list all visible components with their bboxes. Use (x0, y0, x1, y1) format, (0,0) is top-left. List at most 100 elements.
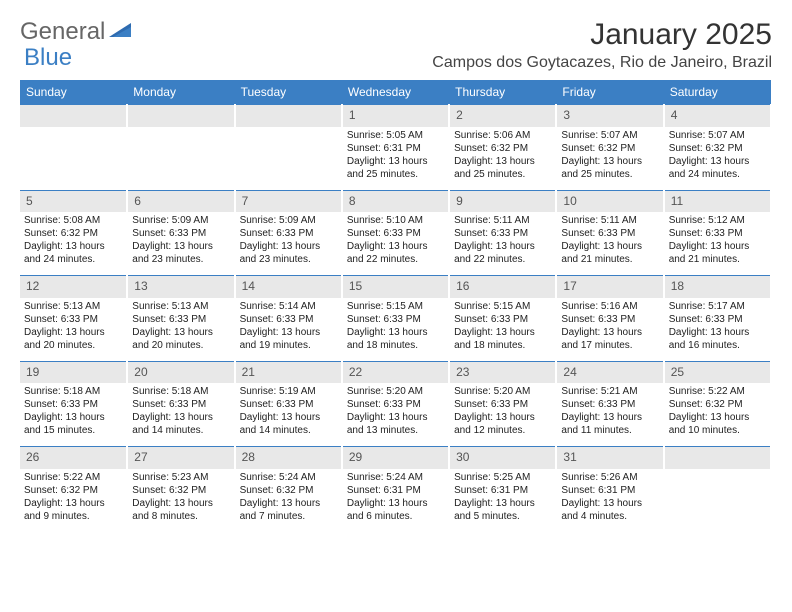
daylight-line2: and 13 minutes. (347, 424, 444, 437)
daylight-line2: and 18 minutes. (454, 339, 551, 352)
daylight-line1: Daylight: 13 hours (454, 411, 551, 424)
sunset-text: Sunset: 6:32 PM (24, 484, 122, 497)
daylight-line1: Daylight: 13 hours (132, 497, 229, 510)
sunset-text: Sunset: 6:33 PM (347, 398, 444, 411)
day-body: Sunrise: 5:22 AMSunset: 6:32 PMDaylight:… (20, 469, 126, 529)
day-number: 4 (665, 104, 770, 127)
sunset-text: Sunset: 6:33 PM (132, 227, 229, 240)
day-number: 30 (450, 446, 555, 469)
sunrise-text: Sunrise: 5:19 AM (240, 385, 337, 398)
day-number: 23 (450, 361, 555, 384)
sunrise-text: Sunrise: 5:05 AM (347, 129, 444, 142)
sunrise-text: Sunrise: 5:21 AM (561, 385, 658, 398)
title-block: January 2025 Campos dos Goytacazes, Rio … (432, 18, 772, 72)
calendar-cell: 2Sunrise: 5:06 AMSunset: 6:32 PMDaylight… (449, 104, 556, 188)
sunset-text: Sunset: 6:32 PM (132, 484, 229, 497)
calendar-table: SundayMondayTuesdayWednesdayThursdayFrid… (20, 80, 772, 532)
calendar-cell: 1Sunrise: 5:05 AMSunset: 6:31 PMDaylight… (342, 104, 449, 188)
weekday-header: Friday (556, 80, 663, 104)
calendar-cell: 30Sunrise: 5:25 AMSunset: 6:31 PMDayligh… (449, 445, 556, 531)
daylight-line2: and 15 minutes. (24, 424, 122, 437)
daylight-line2: and 9 minutes. (24, 510, 122, 523)
day-body: Sunrise: 5:22 AMSunset: 6:32 PMDaylight:… (665, 383, 770, 443)
calendar-cell: 17Sunrise: 5:16 AMSunset: 6:33 PMDayligh… (556, 274, 663, 360)
day-number: 20 (128, 361, 233, 384)
calendar-cell (235, 104, 342, 188)
day-number: 25 (665, 361, 770, 384)
day-body-empty (128, 127, 233, 187)
sunrise-text: Sunrise: 5:09 AM (132, 214, 229, 227)
sunrise-text: Sunrise: 5:16 AM (561, 300, 658, 313)
daylight-line1: Daylight: 13 hours (24, 240, 122, 253)
calendar-cell: 14Sunrise: 5:14 AMSunset: 6:33 PMDayligh… (235, 274, 342, 360)
daylight-line1: Daylight: 13 hours (561, 326, 658, 339)
daylight-line2: and 4 minutes. (561, 510, 658, 523)
day-number: 3 (557, 104, 662, 127)
day-number: 8 (343, 190, 448, 213)
sunset-text: Sunset: 6:33 PM (561, 227, 658, 240)
day-number: 13 (128, 275, 233, 298)
daylight-line1: Daylight: 13 hours (24, 497, 122, 510)
logo-line2-wrap: Blue (22, 44, 72, 72)
sunrise-text: Sunrise: 5:24 AM (240, 471, 337, 484)
calendar-cell: 19Sunrise: 5:18 AMSunset: 6:33 PMDayligh… (20, 359, 127, 445)
sunrise-text: Sunrise: 5:26 AM (561, 471, 658, 484)
calendar-body: 1Sunrise: 5:05 AMSunset: 6:31 PMDaylight… (20, 104, 771, 530)
sunset-text: Sunset: 6:32 PM (669, 142, 766, 155)
day-body: Sunrise: 5:12 AMSunset: 6:33 PMDaylight:… (665, 212, 770, 272)
calendar-cell: 4Sunrise: 5:07 AMSunset: 6:32 PMDaylight… (664, 104, 771, 188)
sunset-text: Sunset: 6:33 PM (347, 227, 444, 240)
sunset-text: Sunset: 6:33 PM (132, 398, 229, 411)
weekday-header: Sunday (20, 80, 127, 104)
daylight-line1: Daylight: 13 hours (561, 155, 658, 168)
day-number: 18 (665, 275, 770, 298)
day-body: Sunrise: 5:08 AMSunset: 6:32 PMDaylight:… (20, 212, 126, 272)
daylight-line1: Daylight: 13 hours (669, 155, 766, 168)
daylight-line1: Daylight: 13 hours (132, 240, 229, 253)
day-body-empty (20, 127, 126, 187)
sunrise-text: Sunrise: 5:07 AM (669, 129, 766, 142)
calendar-cell: 12Sunrise: 5:13 AMSunset: 6:33 PMDayligh… (20, 274, 127, 360)
sunset-text: Sunset: 6:33 PM (454, 227, 551, 240)
daylight-line1: Daylight: 13 hours (347, 411, 444, 424)
day-number: 11 (665, 190, 770, 213)
daylight-line1: Daylight: 13 hours (347, 240, 444, 253)
sunrise-text: Sunrise: 5:20 AM (347, 385, 444, 398)
day-number: 6 (128, 190, 233, 213)
sunrise-text: Sunrise: 5:23 AM (132, 471, 229, 484)
daylight-line1: Daylight: 13 hours (561, 497, 658, 510)
calendar-head: SundayMondayTuesdayWednesdayThursdayFrid… (20, 80, 771, 104)
day-body: Sunrise: 5:13 AMSunset: 6:33 PMDaylight:… (128, 298, 233, 358)
calendar-cell: 3Sunrise: 5:07 AMSunset: 6:32 PMDaylight… (556, 104, 663, 188)
month-title: January 2025 (432, 18, 772, 52)
day-number: 9 (450, 190, 555, 213)
calendar-cell: 13Sunrise: 5:13 AMSunset: 6:33 PMDayligh… (127, 274, 234, 360)
day-body: Sunrise: 5:11 AMSunset: 6:33 PMDaylight:… (450, 212, 555, 272)
daylight-line1: Daylight: 13 hours (454, 240, 551, 253)
daylight-line1: Daylight: 13 hours (240, 240, 337, 253)
day-body: Sunrise: 5:15 AMSunset: 6:33 PMDaylight:… (343, 298, 448, 358)
logo-text-2: Blue (24, 44, 72, 71)
calendar-cell: 31Sunrise: 5:26 AMSunset: 6:31 PMDayligh… (556, 445, 663, 531)
sunset-text: Sunset: 6:33 PM (669, 313, 766, 326)
sunset-text: Sunset: 6:32 PM (24, 227, 122, 240)
calendar-cell: 5Sunrise: 5:08 AMSunset: 6:32 PMDaylight… (20, 188, 127, 274)
sunset-text: Sunset: 6:33 PM (347, 313, 444, 326)
day-body: Sunrise: 5:07 AMSunset: 6:32 PMDaylight:… (665, 127, 770, 187)
sunrise-text: Sunrise: 5:10 AM (347, 214, 444, 227)
daylight-line2: and 24 minutes. (24, 253, 122, 266)
sunset-text: Sunset: 6:31 PM (347, 142, 444, 155)
sunset-text: Sunset: 6:32 PM (454, 142, 551, 155)
daylight-line2: and 23 minutes. (132, 253, 229, 266)
daylight-line2: and 7 minutes. (240, 510, 337, 523)
sunrise-text: Sunrise: 5:13 AM (132, 300, 229, 313)
daylight-line2: and 18 minutes. (347, 339, 444, 352)
calendar-cell (127, 104, 234, 188)
calendar-cell: 22Sunrise: 5:20 AMSunset: 6:33 PMDayligh… (342, 359, 449, 445)
sunset-text: Sunset: 6:33 PM (24, 313, 122, 326)
sunrise-text: Sunrise: 5:17 AM (669, 300, 766, 313)
daylight-line2: and 20 minutes. (24, 339, 122, 352)
sunset-text: Sunset: 6:33 PM (454, 398, 551, 411)
day-body: Sunrise: 5:11 AMSunset: 6:33 PMDaylight:… (557, 212, 662, 272)
sunset-text: Sunset: 6:33 PM (240, 398, 337, 411)
